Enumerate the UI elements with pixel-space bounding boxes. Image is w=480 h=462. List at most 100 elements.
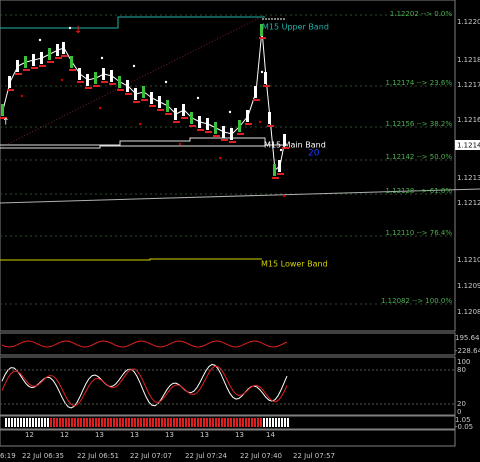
trend-block	[227, 418, 229, 427]
trend-block	[74, 418, 76, 427]
trend-block	[77, 418, 79, 427]
candle	[166, 100, 169, 112]
trend-block	[215, 418, 217, 427]
signal-dot	[100, 56, 104, 60]
candle	[278, 160, 281, 172]
trend-block	[50, 418, 52, 427]
stoch-axis-label: 80	[457, 366, 466, 374]
trend-block	[188, 418, 190, 427]
time-axis-label: 22 Jul 07:07	[130, 452, 172, 460]
candle	[268, 112, 271, 124]
time-axis-label: 6:19	[0, 452, 16, 460]
trend-block	[119, 418, 121, 427]
trend-block	[101, 418, 103, 427]
price-axis-label: 1.12100	[457, 256, 480, 264]
trend-block	[62, 418, 64, 427]
trend-block	[98, 418, 100, 427]
trend-block	[167, 418, 169, 427]
trend-block	[221, 418, 223, 427]
trend-block	[173, 418, 175, 427]
candle	[264, 72, 267, 84]
marker-label: 20	[308, 149, 320, 159]
trend-block	[116, 418, 118, 427]
hour-label: 12	[60, 431, 69, 439]
cci-axis-label: -228.640	[455, 347, 480, 355]
fib-label: 1.12174 --> 23.6%	[385, 79, 452, 87]
signal-dot	[279, 148, 283, 152]
trend-block	[158, 418, 160, 427]
trend-block	[149, 418, 151, 427]
trend-block	[125, 418, 127, 427]
signal-dot-red	[138, 122, 142, 126]
trend-block	[143, 418, 145, 427]
stoch-axis-label: 100	[457, 358, 470, 366]
signal-dot-red	[20, 94, 24, 98]
trend-block	[242, 418, 244, 427]
price-axis-label: 1.12080	[457, 308, 480, 316]
trend-block	[251, 418, 253, 427]
candle	[238, 120, 241, 132]
candle	[110, 70, 113, 82]
candle	[142, 86, 145, 98]
hour-label: 13	[165, 431, 174, 439]
trend-block	[86, 418, 88, 427]
hour-label: 13	[200, 431, 209, 439]
trend-block	[113, 418, 115, 427]
candle	[230, 128, 233, 140]
candle	[260, 24, 263, 36]
signal-dot	[164, 80, 168, 84]
candle	[8, 76, 11, 88]
candle	[198, 116, 201, 128]
trend-block	[230, 418, 232, 427]
trend-block	[80, 418, 82, 427]
candle	[16, 60, 19, 72]
trend-block	[20, 418, 22, 427]
trend-block	[53, 418, 55, 427]
trend-block	[272, 418, 274, 427]
trend-block	[248, 418, 250, 427]
trend-block	[8, 418, 10, 427]
trend-block	[140, 418, 142, 427]
trend-block	[191, 418, 193, 427]
current-price-box	[455, 140, 480, 150]
fib-label: 1.12128 --> 61.8%	[385, 187, 452, 195]
trend-block	[266, 418, 268, 427]
price-series	[0, 24, 289, 198]
trend-block	[47, 418, 49, 427]
trend-block	[59, 418, 61, 427]
trend-block	[278, 418, 280, 427]
signal-dot	[196, 96, 200, 100]
trend-block	[152, 418, 154, 427]
price-axis-label: 1.12090	[457, 282, 480, 290]
hour-label: 12	[25, 431, 34, 439]
main-band-label: M15 Main Band	[264, 141, 326, 150]
trend-block	[65, 418, 67, 427]
trend-block	[287, 418, 289, 427]
signal-dot-red	[218, 156, 222, 160]
price-axis-label: 1.12125	[457, 199, 480, 207]
lower-band	[0, 258, 262, 261]
trend-block	[233, 418, 235, 427]
candle	[62, 42, 65, 54]
trend-block	[170, 418, 172, 427]
main-band	[0, 137, 285, 146]
candle	[78, 68, 81, 80]
trend-block	[17, 418, 19, 427]
trend-block	[284, 418, 286, 427]
time-axis-label: 22 Jul 07:24	[185, 452, 228, 460]
stoch-main	[1, 363, 288, 409]
trend-block	[110, 418, 112, 427]
trend-block	[71, 418, 73, 427]
price-axis-label: 1.12185	[457, 56, 480, 64]
trend-block	[41, 418, 43, 427]
trend-block	[128, 418, 130, 427]
trend-block	[32, 418, 34, 427]
candle	[283, 134, 286, 146]
hour-label: 14	[266, 431, 275, 439]
time-axis-label: 22 Jul 06:51	[77, 452, 119, 460]
candle	[158, 96, 161, 108]
candle	[134, 88, 137, 100]
trend-block	[263, 418, 265, 427]
candle	[86, 74, 89, 86]
